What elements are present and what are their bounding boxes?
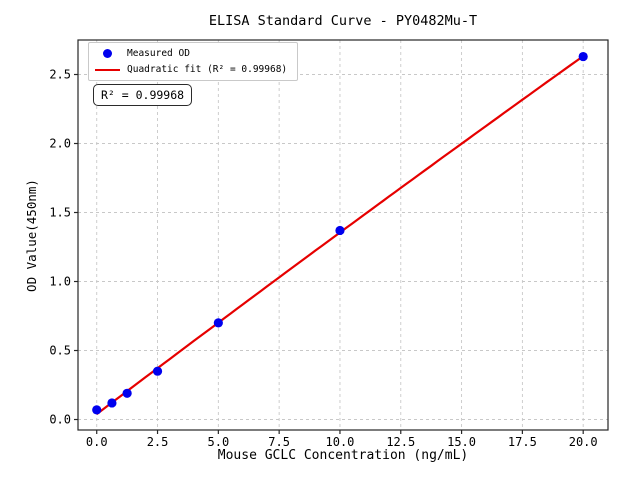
svg-text:17.5: 17.5	[508, 435, 537, 449]
svg-text:2.0: 2.0	[49, 137, 71, 151]
data-point	[213, 318, 223, 328]
svg-text:2.5: 2.5	[49, 68, 71, 82]
legend-row-measured: Measured OD	[94, 47, 287, 60]
data-point	[92, 405, 102, 415]
x-axis-label: Mouse GCLC Concentration (ng/mL)	[217, 448, 469, 463]
measured-od-points	[92, 51, 588, 415]
y-axis-label: OD Value(450nm)	[23, 178, 39, 292]
gridlines	[78, 40, 608, 430]
svg-text:0.0: 0.0	[49, 413, 71, 427]
svg-text:2.5: 2.5	[147, 435, 169, 449]
legend-swatch-measured	[94, 49, 120, 58]
legend-swatch-fit	[94, 68, 120, 71]
fit-line-icon	[94, 68, 120, 71]
data-point	[152, 366, 163, 376]
data-point	[122, 388, 132, 398]
chart-title: ELISA Standard Curve - PY0482Mu-T	[208, 13, 478, 29]
plot-border	[77, 39, 609, 431]
data-point	[578, 51, 588, 62]
svg-text:15.0: 15.0	[447, 435, 476, 449]
svg-text:0.5: 0.5	[49, 344, 71, 358]
y-axis-ticks: 0.0 0.5 1.0 1.5 2.0 2.5	[49, 68, 78, 427]
legend: Measured OD Quadratic fit (R² = 0.99968)	[88, 42, 299, 81]
measured-od-dot-icon	[102, 49, 112, 58]
svg-text:0.0: 0.0	[86, 435, 108, 449]
legend-row-fit: Quadratic fit (R² = 0.99968)	[94, 63, 287, 76]
legend-fit-label: Quadratic fit (R² = 0.99968)	[127, 64, 288, 75]
data-point	[335, 225, 345, 236]
svg-text:7.5: 7.5	[268, 435, 290, 449]
legend-measured-label: Measured OD	[127, 48, 190, 59]
r-squared-annotation: R² = 0.99968	[93, 84, 193, 106]
svg-text:20.0: 20.0	[569, 435, 598, 449]
svg-text:10.0: 10.0	[326, 435, 355, 449]
svg-text:5.0: 5.0	[208, 435, 230, 449]
svg-text:1.5: 1.5	[49, 206, 71, 220]
svg-text:1.0: 1.0	[49, 275, 71, 289]
svg-text:12.5: 12.5	[386, 435, 415, 449]
data-point	[107, 398, 117, 408]
x-axis-ticks: 0.0 2.5 5.0 7.5 10.0 12.5 15.0 17.5 20.0	[86, 430, 598, 449]
y-axis-label-container: OD Value(450nm)	[14, 40, 48, 430]
